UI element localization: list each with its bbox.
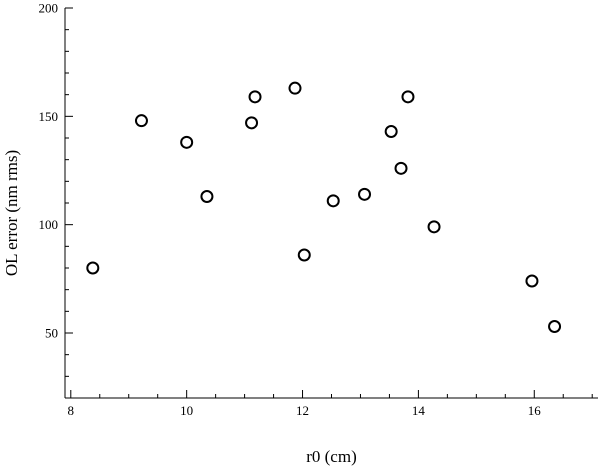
- data-point: [245, 116, 259, 130]
- data-point: [326, 194, 340, 208]
- data-point: [427, 220, 441, 234]
- data-point: [200, 190, 214, 203]
- x-tick-label: 12: [296, 403, 309, 418]
- data-point: [384, 125, 398, 138]
- y-tick-label: 50: [45, 326, 58, 341]
- x-tick-label: 16: [528, 403, 542, 418]
- tick-labels: 8 10 12 14 16 50 100 150 200: [39, 1, 542, 419]
- y-tick-label: 100: [39, 217, 59, 232]
- y-axis-title: OL error (nm rms): [2, 150, 21, 276]
- data-point: [525, 274, 539, 288]
- x-tick-label: 10: [180, 403, 193, 418]
- ticks: [65, 7, 593, 399]
- y-tick-label: 150: [39, 109, 59, 124]
- x-axis-title: r0 (cm): [306, 447, 357, 466]
- x-tick-label: 8: [68, 403, 75, 418]
- data-point: [134, 114, 148, 128]
- data-point: [394, 161, 408, 175]
- axes: [64, 8, 598, 399]
- data-point: [297, 248, 311, 262]
- data-point: [401, 90, 415, 104]
- y-tick-label: 200: [39, 1, 59, 16]
- data-point: [358, 187, 372, 201]
- data-point: [548, 320, 562, 333]
- data-point: [180, 135, 194, 149]
- data-point: [86, 261, 100, 275]
- x-tick-label: 14: [412, 403, 426, 418]
- data-point: [288, 81, 302, 95]
- data-point: [248, 90, 262, 104]
- data-points: [86, 81, 562, 333]
